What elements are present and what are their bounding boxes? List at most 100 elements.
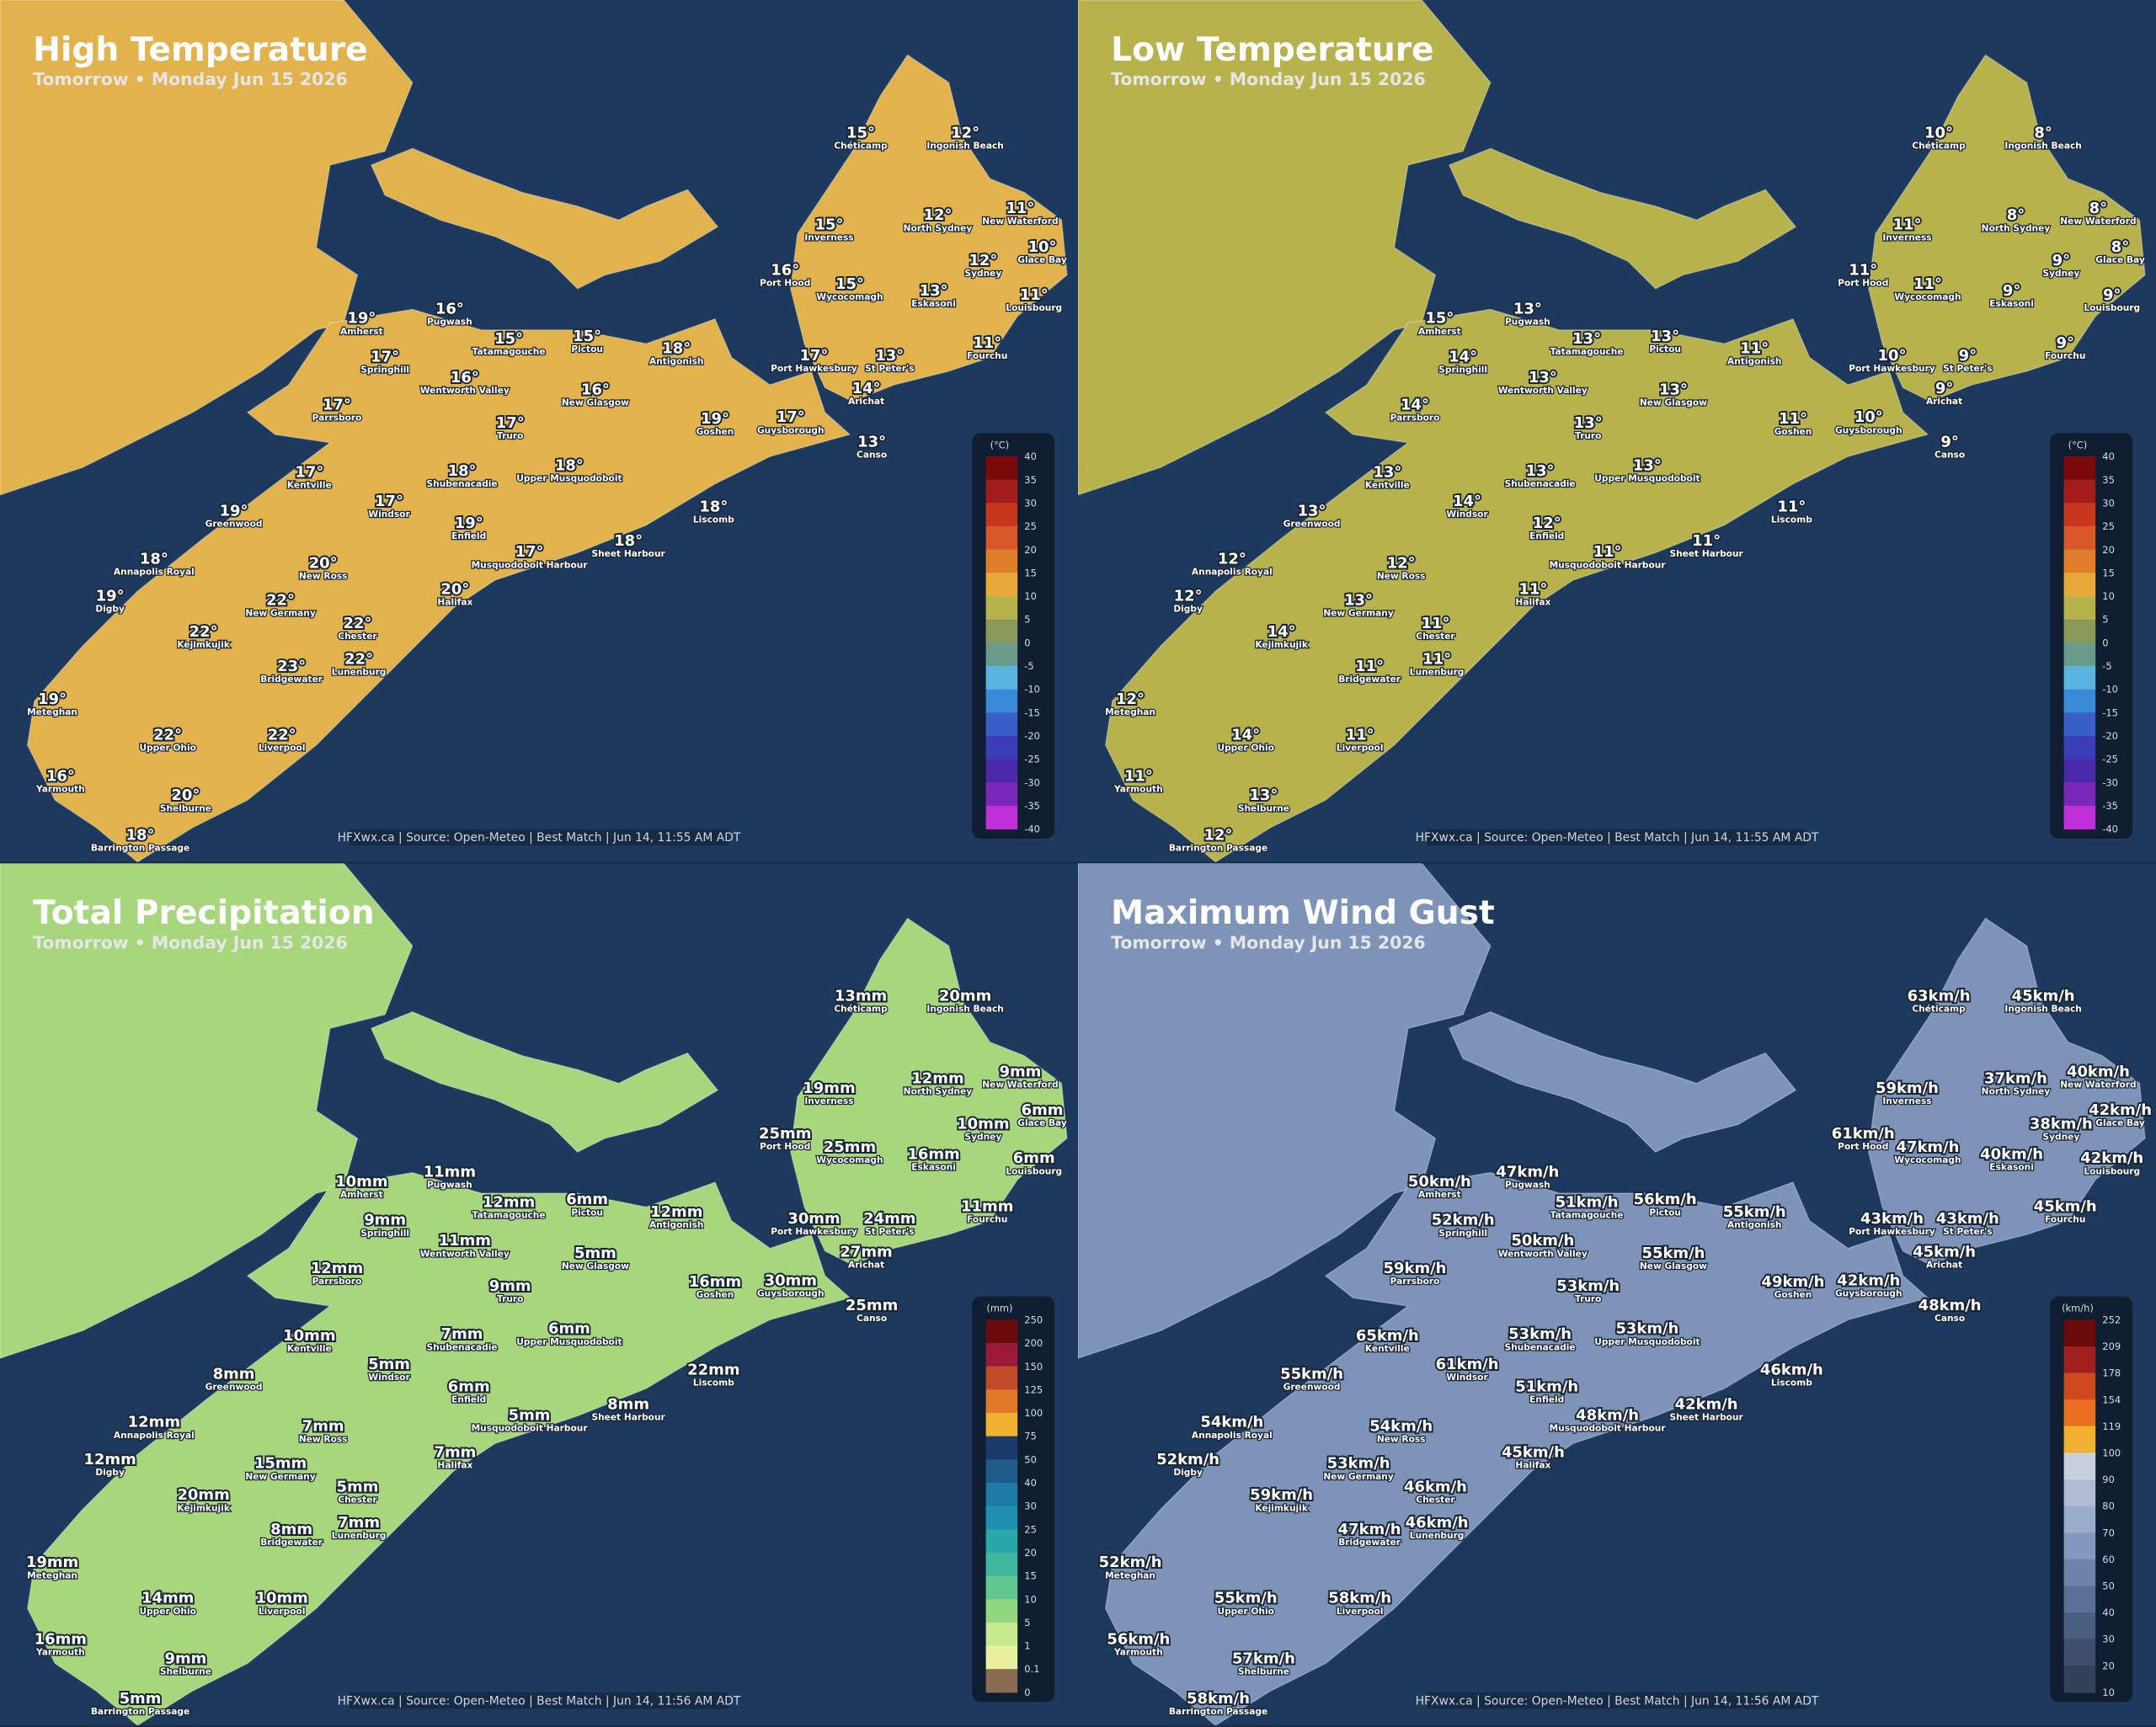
legend-swatch [985, 1599, 1018, 1623]
station-value: 25mm [759, 1125, 811, 1143]
station-value: 22° [344, 615, 372, 632]
station-name: Annapolis Royal [1192, 566, 1273, 577]
legend-label: -25 [2102, 754, 2118, 765]
station-name: Pictou [1649, 1207, 1681, 1218]
station-value: 12mm [650, 1203, 702, 1221]
station-value: 13° [1633, 456, 1662, 474]
station-name: Halifax [1515, 1460, 1550, 1471]
station-value: 12° [1387, 554, 1416, 572]
station-value: 18° [699, 498, 728, 515]
panel-title: Total Precipitation [33, 894, 374, 932]
station-value: 30mm [765, 1272, 817, 1290]
station-value: 54km/h [1369, 1418, 1433, 1436]
station-name: Shelburne [160, 1666, 211, 1677]
legend-label: 40 [1024, 1477, 1037, 1489]
station-value: 10mm [335, 1173, 387, 1191]
legend-label: 30 [1024, 497, 1037, 509]
legend-swatch [985, 595, 1018, 621]
legend-swatch [985, 1343, 1018, 1367]
station-value: 42km/h [2089, 1101, 2152, 1119]
station-value: 16° [46, 767, 75, 785]
station-name: Chester [1416, 631, 1455, 642]
station-value: 13mm [835, 988, 887, 1005]
legend-swatch [2063, 712, 2096, 737]
legend-label: -10 [1024, 684, 1040, 696]
legend-swatch [2063, 503, 2096, 527]
legend-label: 35 [2102, 474, 2115, 486]
station-name: Pictou [571, 344, 603, 354]
station-value: 46km/h [1404, 1478, 1467, 1495]
station-value: 19mm [26, 1554, 78, 1571]
station-name: Liverpool [259, 1606, 306, 1617]
legend-label: 40 [1024, 450, 1037, 462]
station-name: Greenwood [205, 518, 263, 529]
legend-label: 10 [2102, 1687, 2115, 1698]
legend-label: 178 [2102, 1367, 2121, 1379]
legend-unit: (°C) [2068, 439, 2088, 450]
legend-swatch [985, 549, 1018, 573]
legend-swatch [2063, 1452, 2096, 1480]
footer: HFXwx.ca | Source: Open-Meteo | Best Mat… [338, 1695, 741, 1708]
legend-label: 100 [1024, 1407, 1043, 1419]
station-value: 9° [2057, 334, 2074, 352]
legend-swatch [2063, 782, 2096, 807]
station-name: Kentville [1365, 480, 1410, 491]
station-name: Kentville [287, 480, 332, 491]
station-name: Tatamagouche [1550, 346, 1624, 357]
station-value: 43km/h [1860, 1210, 1924, 1228]
legend-label: -20 [2102, 730, 2118, 742]
station-name: Goshen [696, 1289, 734, 1300]
station-value: 9mm [999, 1063, 1041, 1080]
station-name: Wentworth Valley [1498, 1248, 1588, 1259]
station-name: Chester [338, 631, 377, 642]
station-value: 14° [1449, 348, 1477, 365]
station-value: 22° [268, 726, 296, 744]
legend-swatch [985, 735, 1018, 760]
station-value: 18° [448, 462, 477, 480]
legend-label: 25 [2102, 520, 2115, 532]
legend-swatch [985, 782, 1018, 807]
station-value: 25mm [846, 1297, 898, 1314]
station-value: 50km/h [1408, 1173, 1471, 1191]
station-name: New Glasgow [1640, 397, 1707, 408]
station-name: Eskasoni [1989, 1161, 2034, 1172]
legend-label: 25 [1024, 1523, 1037, 1535]
station-name: Antigonish [649, 356, 703, 367]
station-value: 17° [496, 414, 525, 432]
station-value: 19° [701, 410, 729, 428]
station-value: 13° [1529, 369, 1557, 386]
legend-swatch [2063, 479, 2096, 504]
station-name: Annapolis Royal [114, 1430, 195, 1441]
station-name: Meteghan [27, 1570, 77, 1580]
legend-label: 40 [2102, 450, 2115, 462]
station-value: 5mm [509, 1407, 551, 1425]
station-name: Canso [1935, 1313, 1965, 1324]
station-value: 30mm [787, 1210, 840, 1228]
station-value: 18° [555, 456, 584, 474]
station-name: Goshen [1774, 426, 1812, 437]
legend-swatch [2063, 1479, 2096, 1507]
station-value: 12° [951, 124, 979, 141]
station-value: 11° [1779, 410, 1807, 428]
station-name: Port Hawkesbury [771, 1226, 857, 1237]
legend-swatch [985, 1669, 1018, 1693]
station-value: 20° [171, 786, 200, 804]
station-value: 11° [973, 334, 1001, 352]
station-name: Springhill [1438, 1228, 1487, 1239]
station-name: Canso [857, 450, 887, 461]
station-value: 53km/h [1327, 1455, 1390, 1473]
station-value: 17° [323, 397, 351, 414]
station-value: 54km/h [1200, 1414, 1263, 1431]
station-name: Upper Musquodoboit [1594, 472, 1700, 483]
legend-swatch [985, 1436, 1018, 1460]
legend-swatch [2063, 1532, 2096, 1560]
station-name: Wycocomagh [1894, 1154, 1961, 1165]
station-value: 59km/h [1384, 1260, 1447, 1277]
station-name: Eskasoni [911, 1161, 956, 1172]
legend-label: -10 [2102, 684, 2118, 696]
station-value: 8mm [270, 1521, 312, 1538]
station-value: 12mm [128, 1414, 180, 1431]
